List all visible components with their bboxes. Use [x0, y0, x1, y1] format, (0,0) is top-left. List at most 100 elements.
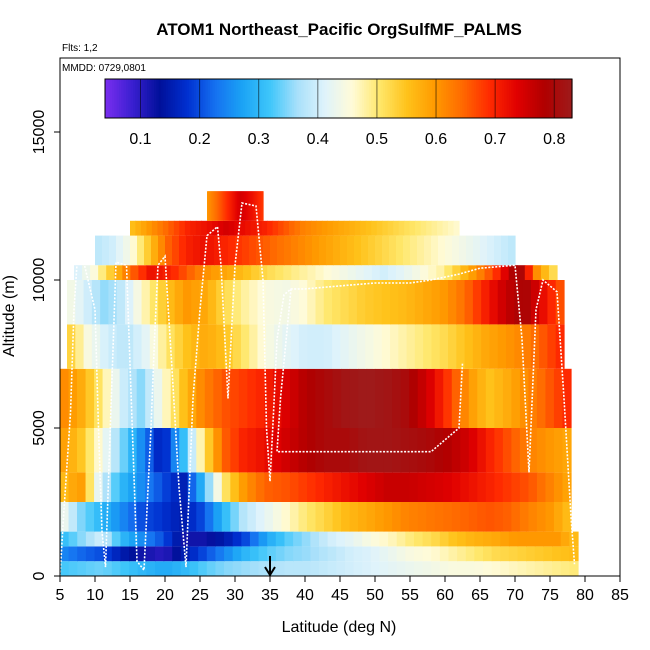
- heatmap-cell: [383, 428, 393, 473]
- heatmap-cell: [396, 546, 406, 562]
- colorbar-swatch: [123, 79, 127, 118]
- colorbar-swatch: [137, 79, 141, 118]
- heatmap-cell: [500, 546, 510, 562]
- heatmap-cell: [106, 265, 115, 280]
- colorbar-swatch: [270, 79, 274, 118]
- heatmap-cell: [284, 531, 294, 547]
- heatmap-cell: [94, 561, 104, 576]
- heatmap-cell: [494, 235, 502, 266]
- heatmap-cell: [213, 368, 223, 428]
- heatmap-cell: [485, 428, 495, 473]
- heatmap-cell: [206, 561, 216, 576]
- colorbar-swatch: [359, 79, 363, 118]
- heatmap-cell: [267, 531, 277, 547]
- heatmap-cell: [431, 235, 439, 266]
- heatmap-cell: [536, 502, 547, 532]
- heatmap-cell: [258, 531, 268, 547]
- colorbar-swatch: [191, 79, 195, 118]
- heatmap-cell: [207, 191, 210, 221]
- colorbar-swatch: [217, 79, 221, 118]
- heatmap-cell: [137, 561, 147, 576]
- y-tick-label: 15000: [31, 110, 48, 155]
- heatmap-cell: [259, 191, 261, 221]
- colorbar-swatch: [305, 79, 309, 118]
- heatmap-cell: [562, 472, 572, 502]
- heatmap-cell: [215, 531, 225, 547]
- colorbar-swatch: [560, 79, 564, 118]
- heatmap-cell: [439, 546, 450, 562]
- heatmap-cell: [244, 191, 246, 221]
- heatmap-cell: [242, 235, 250, 266]
- heatmap-cell: [258, 546, 268, 562]
- heatmap-cell: [85, 502, 95, 532]
- heatmap-cell: [95, 235, 103, 266]
- heatmap-cell: [77, 472, 87, 502]
- heatmap-cell: [412, 265, 421, 280]
- heatmap-cell: [232, 324, 242, 369]
- heatmap-cell: [358, 472, 368, 502]
- heatmap-cell: [119, 472, 129, 502]
- heatmap-cell: [553, 472, 564, 502]
- heatmap-cell: [379, 531, 389, 547]
- heatmap-cell: [409, 472, 419, 502]
- heatmap-cell: [146, 265, 156, 280]
- heatmap-cell: [393, 220, 400, 236]
- heatmap-cell: [331, 265, 341, 280]
- x-tick-label: 10: [86, 587, 104, 604]
- heatmap-cell: [405, 531, 415, 547]
- heatmap-cell: [141, 324, 151, 369]
- colorbar-swatch: [249, 79, 253, 118]
- colorbar-swatch: [429, 79, 433, 118]
- heatmap-cell: [423, 324, 433, 369]
- heatmap-cell: [332, 280, 341, 325]
- heatmap-cell: [448, 220, 455, 236]
- heatmap-cell: [298, 324, 308, 369]
- colorbar-swatch: [242, 79, 246, 118]
- colorbar-swatch: [422, 79, 426, 118]
- heatmap-cell: [123, 235, 131, 266]
- heatmap-cell: [349, 368, 359, 428]
- heatmap-cell: [258, 561, 268, 576]
- heatmap-cell: [306, 368, 317, 428]
- heatmap-cell: [144, 235, 152, 266]
- colorbar-swatch: [427, 79, 431, 118]
- colorbar-swatch: [179, 79, 183, 118]
- heatmap-cell: [473, 235, 481, 266]
- colorbar-swatch: [266, 79, 270, 118]
- x-tick-label: 15: [121, 587, 139, 604]
- heatmap-cell: [409, 368, 419, 428]
- colorbar-swatch: [114, 79, 118, 118]
- heatmap-cell: [371, 220, 378, 236]
- heatmap-cell: [145, 502, 155, 532]
- heatmap-cell: [267, 561, 277, 576]
- heatmap-cell: [204, 502, 214, 532]
- heatmap-cell: [366, 472, 376, 502]
- heatmap-cell: [238, 472, 248, 502]
- heatmap-cell: [347, 235, 355, 266]
- heatmap-cell: [77, 368, 87, 428]
- heatmap-cell: [281, 368, 291, 428]
- colorbar-swatch: [338, 79, 342, 118]
- colorbar-swatch: [221, 79, 225, 118]
- colorbar-swatch: [518, 79, 522, 118]
- heatmap-cell: [451, 368, 461, 428]
- heatmap-cell: [291, 235, 299, 266]
- heatmap-cell: [396, 265, 405, 280]
- heatmap-cell: [111, 561, 122, 576]
- heatmap-cell: [333, 235, 341, 266]
- heatmap-cell: [457, 561, 467, 576]
- heatmap-cell: [224, 324, 234, 369]
- heatmap-cell: [232, 531, 242, 547]
- heatmap-cell: [219, 191, 221, 221]
- heatmap-cell: [476, 265, 486, 280]
- heatmap-cell: [344, 546, 355, 562]
- heatmap-cell: [326, 235, 334, 266]
- heatmap-cell: [481, 280, 491, 325]
- heatmap-cell: [338, 220, 345, 236]
- heatmap-cell: [247, 428, 257, 473]
- heatmap-cell: [494, 502, 504, 532]
- colorbar-swatch: [385, 79, 389, 118]
- colorbar-swatch: [207, 79, 211, 118]
- x-tick-label: 5: [56, 587, 65, 604]
- heatmap-cell: [396, 235, 404, 266]
